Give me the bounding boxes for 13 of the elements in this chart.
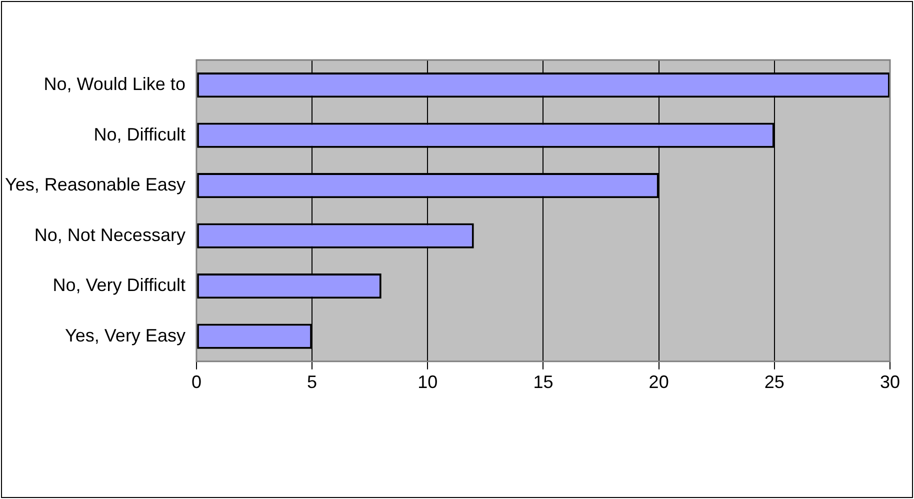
x-tick-label: 25 xyxy=(764,372,784,392)
x-tick-label: 20 xyxy=(648,372,669,392)
x-tick-label: 15 xyxy=(533,372,554,392)
y-tick-label: No, Very Difficult xyxy=(52,275,186,296)
y-tick-label: No, Would Like to xyxy=(44,74,186,94)
y-tick-label: Yes, Reasonable Easy xyxy=(4,174,186,195)
y-tick-label: No, Difficult xyxy=(94,124,186,144)
x-tick-label: 10 xyxy=(418,372,438,392)
x-tick-label: 0 xyxy=(191,372,202,392)
x-tick-label: 30 xyxy=(880,372,900,392)
y-tick-label: Yes, Very Easy xyxy=(65,325,186,346)
x-tick-label: 5 xyxy=(307,372,318,392)
y-tick-label: No, Not Necessary xyxy=(34,224,186,245)
